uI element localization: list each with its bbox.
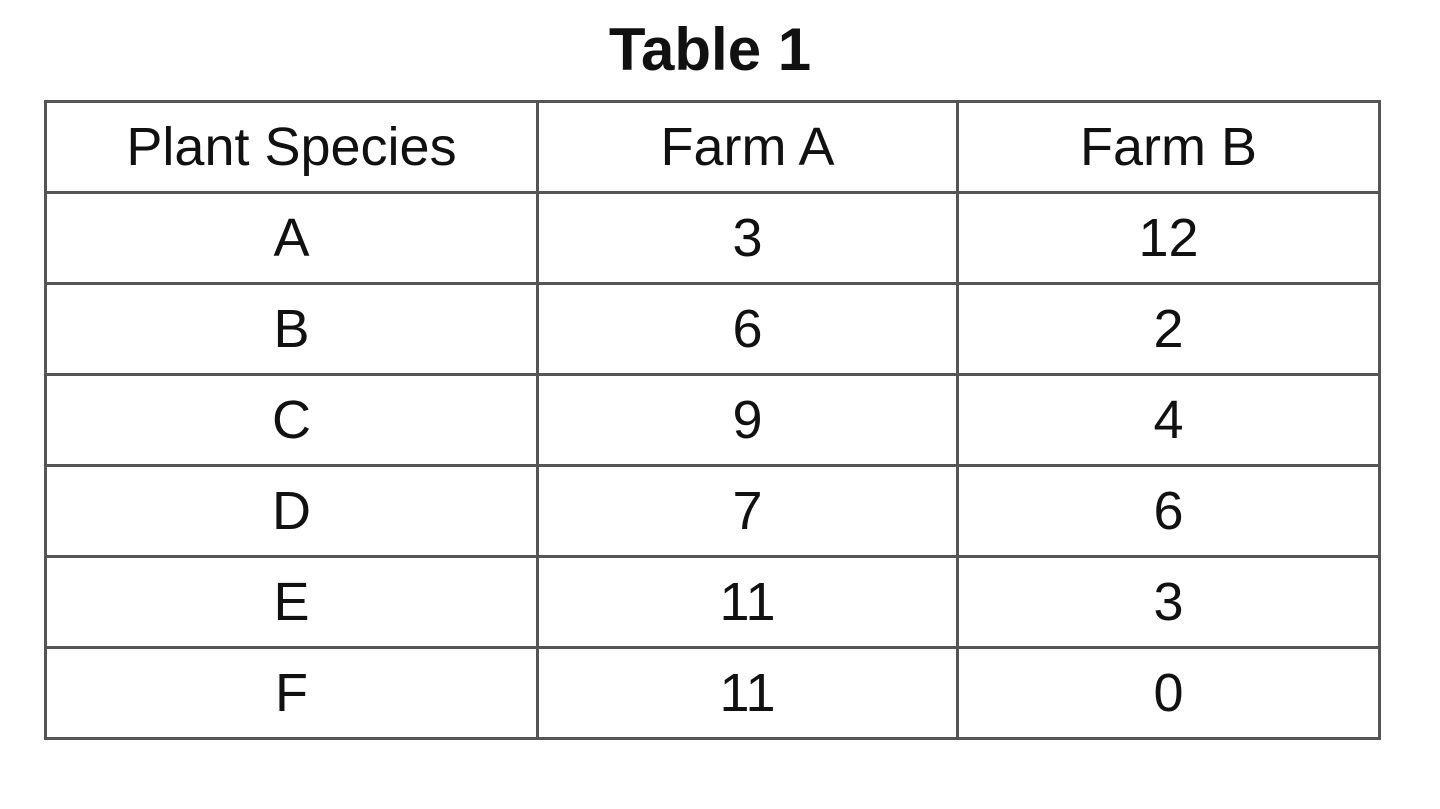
table-title: Table 1	[608, 16, 812, 83]
farm-b-cell: 6	[956, 464, 1381, 558]
farm-b-cell: 0	[956, 646, 1381, 740]
column-header-plant-species: Plant Species	[44, 100, 539, 194]
table-row: D 7 6	[44, 464, 1381, 558]
farm-a-cell: 3	[536, 191, 959, 285]
species-cell: B	[44, 282, 539, 376]
farm-a-cell: 11	[536, 646, 959, 740]
species-cell: D	[44, 464, 539, 558]
farm-a-cell: 7	[536, 464, 959, 558]
species-cell: F	[44, 646, 539, 740]
table-row: C 9 4	[44, 373, 1381, 467]
data-table: Plant Species Farm A Farm B A 3 12 B 6 2…	[44, 100, 1381, 740]
farm-b-cell: 12	[956, 191, 1381, 285]
farm-b-cell: 3	[956, 555, 1381, 649]
column-header-farm-b: Farm B	[956, 100, 1381, 194]
header-row: Plant Species Farm A Farm B	[44, 100, 1381, 194]
farm-a-cell: 11	[536, 555, 959, 649]
species-cell: A	[44, 191, 539, 285]
table-row: A 3 12	[44, 191, 1381, 285]
table-row: F 11 0	[44, 646, 1381, 740]
column-header-farm-a: Farm A	[536, 100, 959, 194]
table-row: E 11 3	[44, 555, 1381, 649]
table-row: B 6 2	[44, 282, 1381, 376]
species-cell: C	[44, 373, 539, 467]
farm-a-cell: 9	[536, 373, 959, 467]
farm-a-cell: 6	[536, 282, 959, 376]
species-cell: E	[44, 555, 539, 649]
farm-b-cell: 2	[956, 282, 1381, 376]
farm-b-cell: 4	[956, 373, 1381, 467]
